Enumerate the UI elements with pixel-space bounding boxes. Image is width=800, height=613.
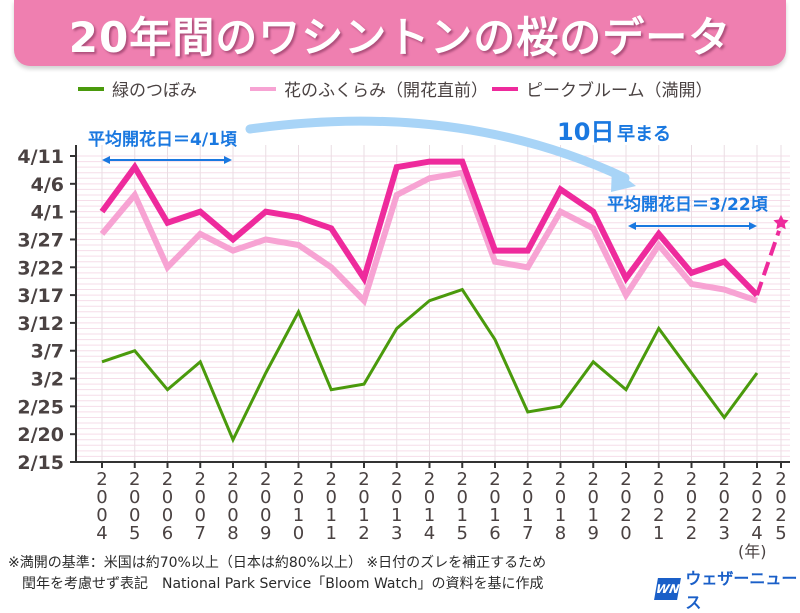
avg-late-label: 平均開花日＝3/22頃 [607,194,769,215]
y-tick-label: 4/6 [31,174,64,196]
y-tick-label: 4/1 [31,202,64,224]
footnote-line-1: ※満開の基準：米国は約70%以上（日本は約80%以上） ※日付のズレを補正するた… [8,552,546,572]
y-tick-label: 3/2 [31,369,64,391]
avg-early-label: 平均開花日＝4/1頃 [88,129,238,150]
y-tick-label: 3/22 [17,257,64,279]
wn-logo-icon: WN [654,578,681,600]
y-tick-label: 2/20 [17,424,64,446]
arrow-left-icon [102,156,110,164]
arrow-right-icon [224,156,232,164]
y-tick-label: 2/25 [17,396,64,418]
shift-text-label: 早まる [617,124,671,145]
y-tick-label: 2/15 [17,452,64,474]
y-tick-label: 4/11 [17,146,64,168]
shift-arrow-head [611,167,636,192]
y-tick-label: 3/27 [17,229,64,251]
forecast-dashed-line [757,231,779,295]
y-tick-labels: 4/11 4/6 4/1 3/27 3/22 3/17 3/12 3/7 3/2 2/25 2/20… [17,146,64,474]
logo-text: ウェザーニュース [685,565,800,613]
weathernews-logo: WN ウェザーニュース [656,565,800,613]
y-tick-label: 3/7 [31,341,64,363]
y-tick-label: 3/17 [17,285,64,307]
x-axis-unit: (年) [738,538,767,562]
grid [76,145,790,462]
y-tick-label: 3/12 [17,313,64,335]
footnote-line-2: 閏年を考慮せず表記 National Park Service「Bloom Wa… [8,573,544,593]
shift-days-label: 10日 [557,118,614,146]
